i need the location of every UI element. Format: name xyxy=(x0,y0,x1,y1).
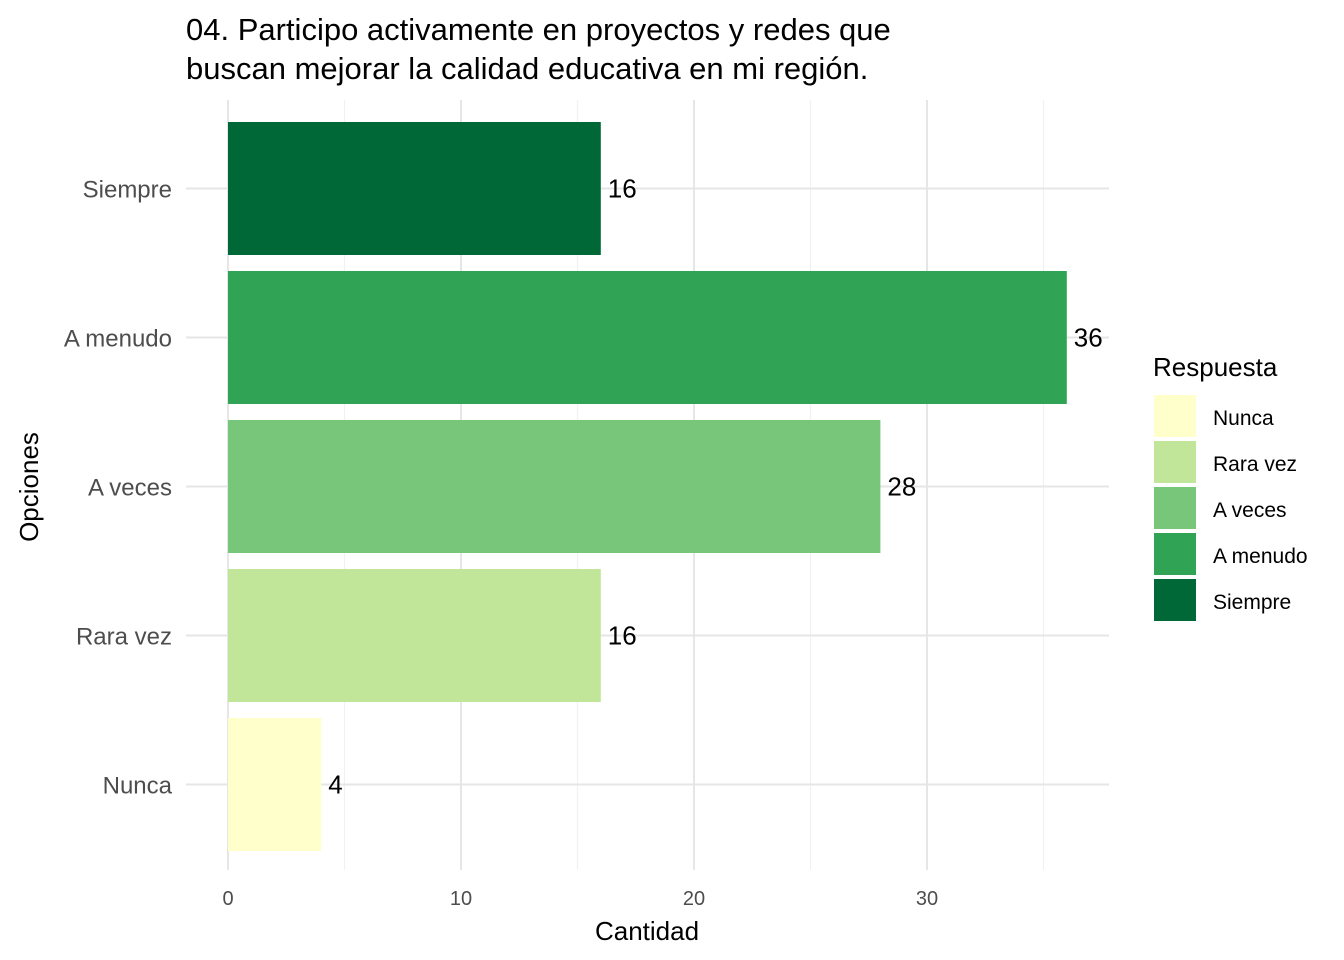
category-label: Siempre xyxy=(83,177,172,204)
chart-title-line-2: buscan mejorar la calidad educativa en m… xyxy=(186,51,869,86)
legend-label: Rara vez xyxy=(1213,453,1297,476)
legend-swatch xyxy=(1154,487,1196,529)
x-tick-label: 30 xyxy=(916,888,938,910)
bar-layer xyxy=(228,122,1067,851)
label-layer: 16 36 28 16 4 xyxy=(328,174,1103,800)
x-tick-label: 20 xyxy=(683,888,705,910)
legend-label: Nunca xyxy=(1213,407,1274,430)
legend-label: A menudo xyxy=(1213,545,1308,568)
x-tick-label: 10 xyxy=(450,888,472,910)
legend-swatch xyxy=(1154,395,1196,437)
category-label: A veces xyxy=(88,475,172,502)
bar-a-menudo xyxy=(228,271,1067,404)
y-axis-title: Opciones xyxy=(14,432,44,542)
category-label: A menudo xyxy=(64,326,172,353)
category-label: Nunca xyxy=(103,773,173,800)
legend-swatch xyxy=(1154,441,1196,483)
chart-title-line-1: 04. Participo activamente en proyectos y… xyxy=(186,12,891,47)
legend-label: A veces xyxy=(1213,499,1287,522)
legend-swatch xyxy=(1154,533,1196,575)
category-label: Rara vez xyxy=(76,624,172,651)
bar-rara-vez xyxy=(228,569,601,702)
legend-title: Respuesta xyxy=(1153,352,1278,382)
data-label: 16 xyxy=(608,174,637,204)
data-label: 4 xyxy=(328,770,342,800)
data-label: 36 xyxy=(1074,323,1103,353)
bar-nunca xyxy=(228,718,322,851)
data-label: 16 xyxy=(608,621,637,651)
legend-swatch xyxy=(1154,579,1196,621)
x-tick-label: 0 xyxy=(222,888,233,910)
legend: Respuesta Nunca Rara vez A veces A menudo Si… xyxy=(1153,352,1308,621)
axis-layer: Siempre A menudo A veces Rara vez Nunca 0 10 20… xyxy=(64,177,938,911)
bar-a-veces xyxy=(228,420,881,553)
data-label: 28 xyxy=(887,472,916,502)
x-axis-title: Cantidad xyxy=(595,916,699,946)
bar-siempre xyxy=(228,122,601,255)
legend-label: Siempre xyxy=(1213,591,1291,614)
